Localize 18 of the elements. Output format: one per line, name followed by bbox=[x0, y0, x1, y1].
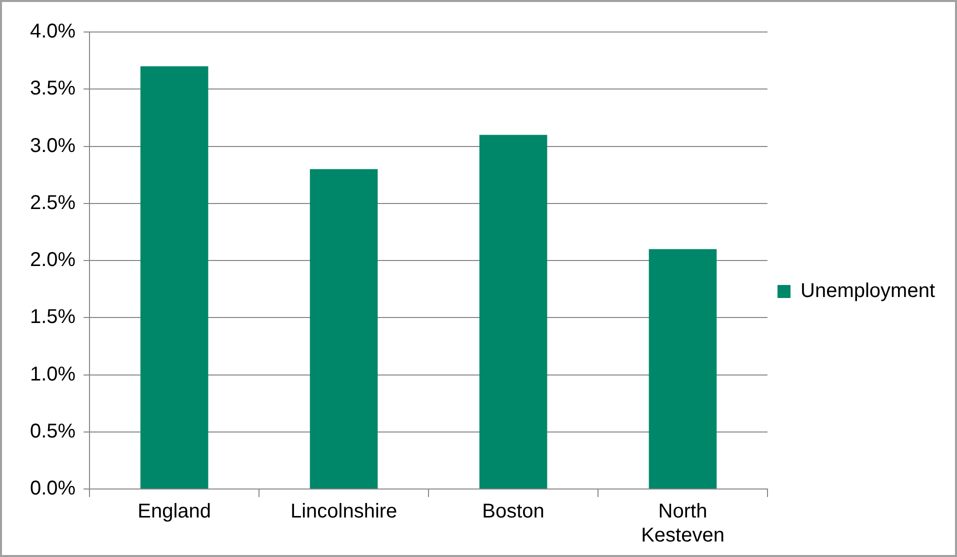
bar bbox=[310, 169, 378, 488]
legend-label: Unemployment bbox=[800, 280, 936, 302]
y-tick-label: 1.0% bbox=[30, 363, 76, 386]
x-tick-label: England bbox=[138, 500, 212, 523]
bar bbox=[648, 249, 717, 488]
y-tick-label: 0.5% bbox=[30, 420, 76, 442]
x-tick-label: Lincolnshire bbox=[290, 500, 398, 523]
y-tick-label: 3.5% bbox=[30, 78, 76, 100]
y-tick-label: 2.5% bbox=[30, 192, 76, 214]
y-tick-label: 2.0% bbox=[30, 249, 76, 272]
x-tick-label: Boston bbox=[482, 500, 544, 523]
y-tick-label: 1.5% bbox=[30, 306, 76, 328]
bar bbox=[479, 134, 548, 488]
y-tick-label: 4.0% bbox=[30, 20, 76, 43]
x-tick-label: North Kesteven bbox=[641, 500, 724, 547]
y-tick-label: 0.0% bbox=[30, 478, 76, 500]
bar bbox=[140, 66, 208, 488]
y-tick-label: 3.0% bbox=[30, 134, 76, 157]
